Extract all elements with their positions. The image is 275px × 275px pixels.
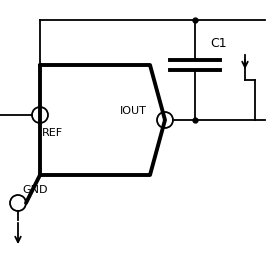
- Text: IOUT: IOUT: [120, 106, 147, 116]
- Text: GND: GND: [22, 185, 48, 195]
- Text: REF: REF: [42, 128, 63, 138]
- Text: C1: C1: [210, 37, 227, 50]
